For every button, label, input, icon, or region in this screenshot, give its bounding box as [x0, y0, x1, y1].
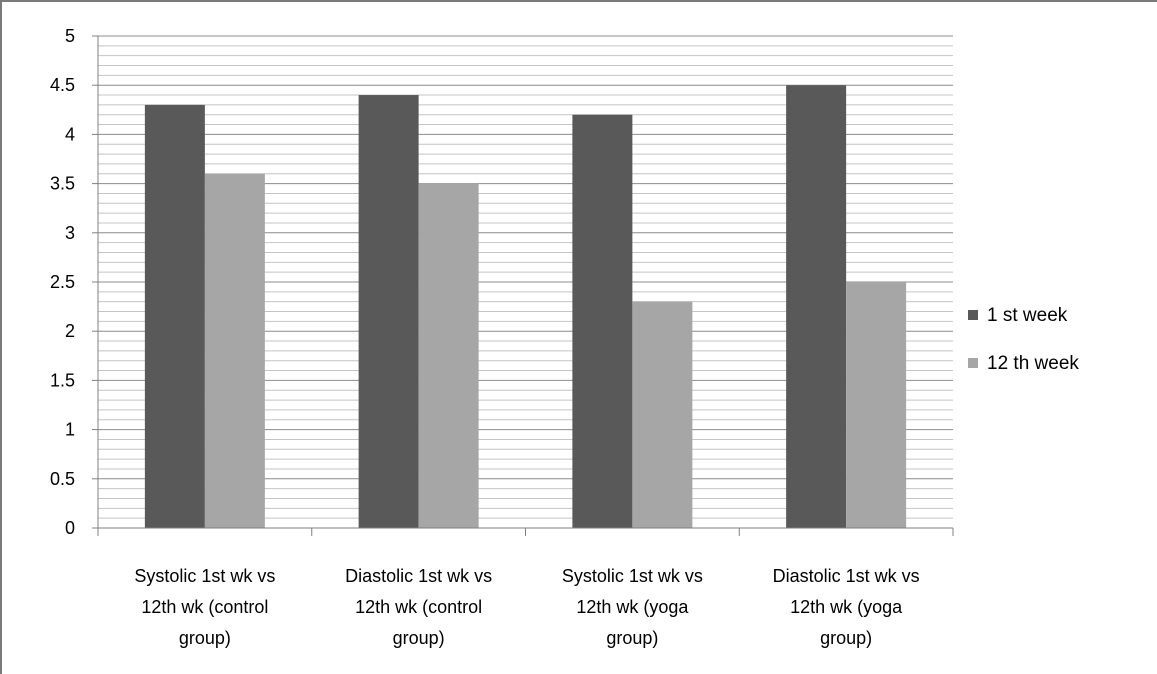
category-label: group) — [606, 628, 658, 648]
category-label: group) — [179, 628, 231, 648]
y-tick-label: 4.5 — [50, 75, 75, 95]
category-label: group) — [393, 628, 445, 648]
category-label: 12th wk (control — [355, 597, 482, 617]
y-tick-label: 5 — [65, 26, 75, 46]
bar-week12 — [632, 301, 693, 528]
y-tick-label: 1 — [65, 420, 75, 440]
bar-week1 — [144, 104, 205, 528]
bars — [144, 85, 907, 528]
y-tick-label: 0.5 — [50, 469, 75, 489]
legend: 1 st week 12 th week — [968, 305, 1079, 374]
legend-label: 1 st week — [987, 305, 1068, 326]
y-tick-label: 2 — [65, 321, 75, 341]
category-label: 12th wk (control — [141, 597, 268, 617]
category-label: Systolic 1st wk vs — [562, 566, 703, 586]
axes — [92, 35, 954, 536]
category-labels: Systolic 1st wk vs 12th wk (control group)… — [134, 566, 919, 648]
y-tick-label: 1.5 — [50, 370, 75, 390]
y-tick-labels: 0 0.5 1 1.5 2 2.5 3 3.5 4 4.5 5 — [50, 26, 75, 538]
legend-label: 12 th week — [987, 353, 1079, 374]
bar-week12 — [846, 282, 907, 528]
bar-week1 — [786, 85, 847, 528]
bar-week1 — [358, 95, 419, 528]
bar-week12 — [204, 173, 265, 528]
legend-swatch-week1 — [968, 310, 978, 320]
category-label: 12th wk (yoga — [576, 597, 689, 617]
y-tick-label: 2.5 — [50, 272, 75, 292]
y-tick-label: 4 — [65, 124, 75, 144]
category-label: Diastolic 1st wk vs — [773, 566, 920, 586]
y-tick-label: 3.5 — [50, 174, 75, 194]
bar-week12 — [418, 183, 479, 528]
bar-week1 — [572, 114, 633, 528]
category-label: Systolic 1st wk vs — [134, 566, 275, 586]
category-label: Diastolic 1st wk vs — [345, 566, 492, 586]
category-label: group) — [820, 628, 872, 648]
legend-swatch-week12 — [968, 358, 978, 368]
y-tick-label: 3 — [65, 223, 75, 243]
category-label: 12th wk (yoga — [790, 597, 903, 617]
y-tick-label: 0 — [65, 518, 75, 538]
